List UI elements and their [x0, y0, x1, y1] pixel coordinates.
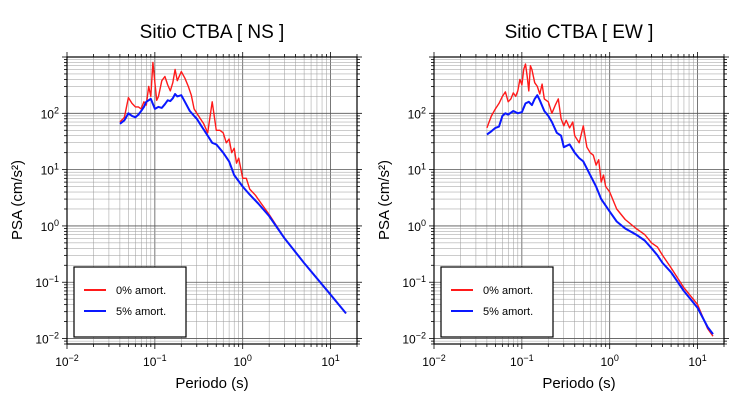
x-tick-label: 10−1: [143, 353, 167, 369]
axis-ticks: 10−2 10−1 100 101 10−2 10−1 100 101 102: [35, 52, 362, 369]
legend-box: [73, 266, 187, 338]
x-tick-label: 10−1: [510, 353, 534, 369]
chart-title: Sitio CTBA [ EW ]: [505, 22, 654, 43]
y-tick-label: 10−2: [35, 331, 59, 347]
y-tick-label: 100: [408, 218, 426, 234]
x-tick-label: 100: [234, 353, 252, 369]
y-tick-label: 10−2: [402, 331, 426, 347]
series-layer: [119, 61, 347, 315]
axis-ticks: 10−2 10−1 100 101 10−2 10−1 100 101 102: [402, 52, 729, 369]
series-line-1: [486, 94, 714, 335]
y-tick-label: 102: [408, 105, 426, 121]
series-layer: [486, 63, 714, 337]
legend: 0% amort. 5% amort.: [440, 266, 554, 338]
y-tick-label: 10−1: [35, 274, 59, 290]
chart-panel-ns: Sitio CTBA [ NS ] 10−2 10−1 100 101 10−2 10−1…: [9, 22, 362, 392]
plot-frame: [66, 56, 358, 345]
x-axis-label: Periodo (s): [175, 375, 248, 392]
grid-lines: [66, 56, 358, 345]
y-tick-label: 100: [41, 218, 59, 234]
chart-panel-ew: Sitio CTBA [ EW ] 10−2 10−1 100 101 10−2 10−1…: [376, 22, 729, 392]
legend-label-1: 5% amort.: [483, 306, 533, 318]
legend-box: [440, 266, 554, 338]
legend-label-0: 0% amort.: [116, 285, 166, 297]
y-tick-label: 101: [408, 162, 426, 178]
x-tick-label: 100: [601, 353, 619, 369]
x-tick-label: 10−2: [55, 353, 79, 369]
x-tick-label: 101: [321, 353, 339, 369]
x-axis-label: Periodo (s): [542, 375, 615, 392]
y-axis-label: PSA (cm/s²): [9, 160, 26, 240]
chart-title: Sitio CTBA [ NS ]: [140, 22, 285, 43]
y-tick-label: 10−1: [402, 274, 426, 290]
y-axis-label: PSA (cm/s²): [376, 160, 393, 240]
x-tick-label: 10−2: [422, 353, 446, 369]
series-line-0: [486, 63, 714, 337]
x-tick-label: 101: [688, 353, 706, 369]
legend: 0% amort. 5% amort.: [73, 266, 187, 338]
series-line-1: [119, 93, 347, 315]
y-tick-label: 101: [41, 162, 59, 178]
series-line-0: [119, 61, 347, 314]
legend-label-0: 0% amort.: [483, 285, 533, 297]
y-tick-label: 102: [41, 105, 59, 121]
plot-frame: [433, 56, 725, 345]
legend-label-1: 5% amort.: [116, 306, 166, 318]
